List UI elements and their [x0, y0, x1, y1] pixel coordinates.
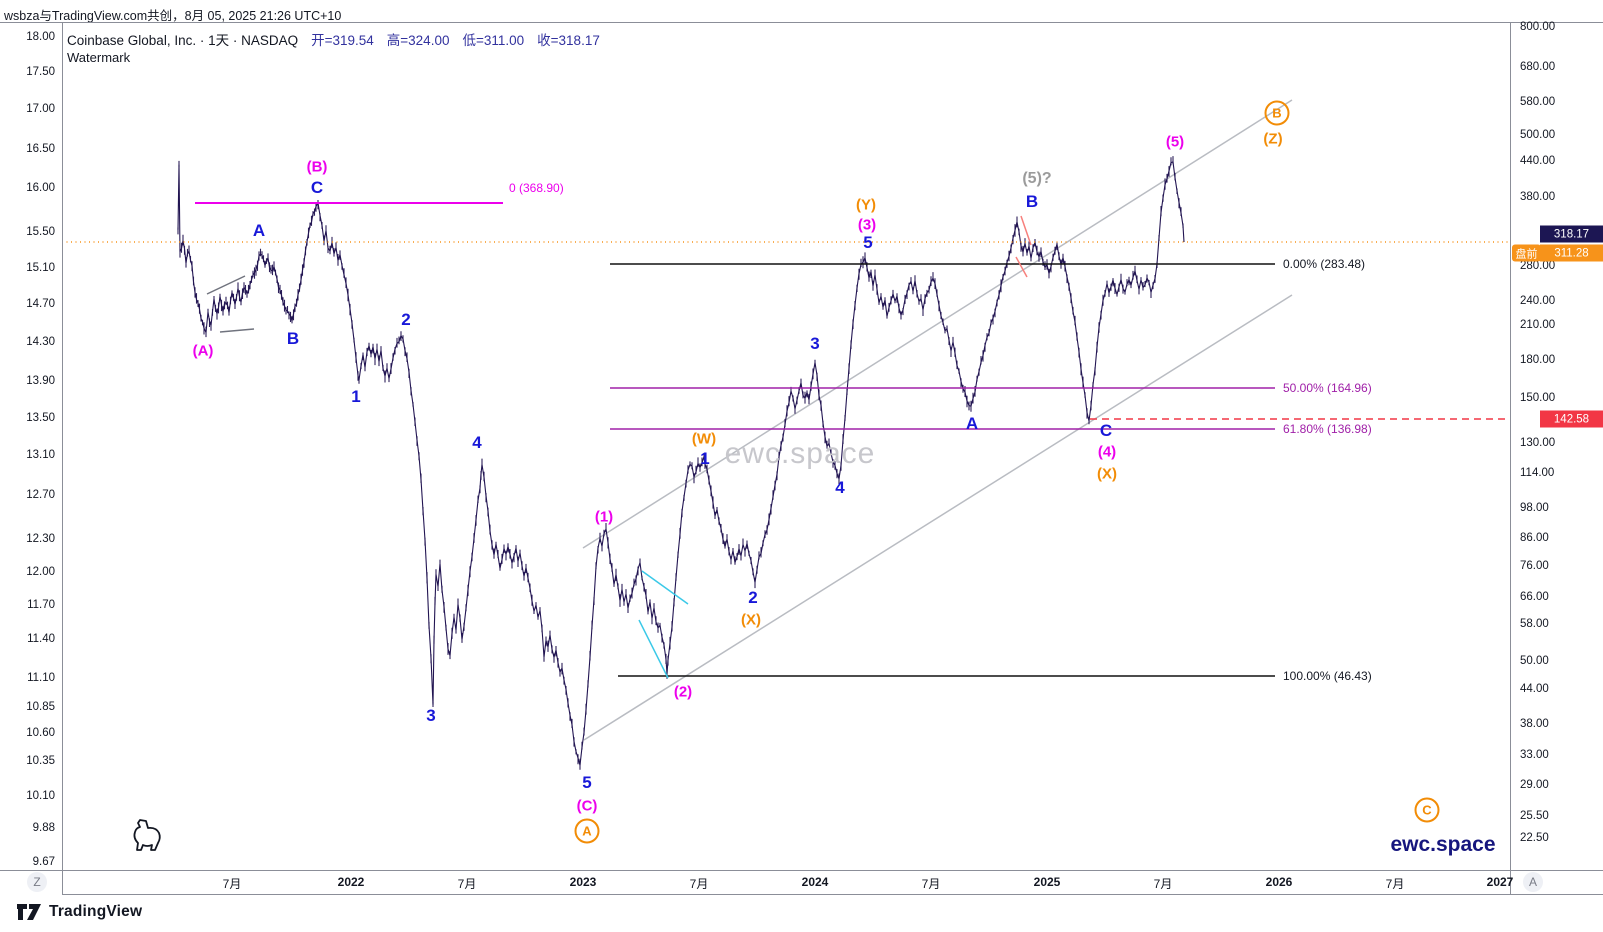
left-axis-tick: 12.70	[26, 489, 55, 501]
left-axis-tick: 18.00	[26, 31, 55, 43]
ohlc-low: 低=311.00	[462, 33, 525, 48]
left-axis-tick: 9.67	[32, 856, 55, 868]
right-axis-tick: 44.00	[1520, 683, 1549, 695]
left-axis-tick: 12.30	[26, 533, 55, 545]
right-axis-tick: 114.00	[1520, 467, 1555, 479]
trend-line[interactable]	[583, 294, 1293, 741]
right-axis-tick: 50.00	[1520, 655, 1549, 667]
time-axis-tick: 7月	[1385, 877, 1405, 891]
time-axis-tick: 7月	[921, 877, 941, 891]
chart-attribution: wsbza与TradingView.com共创，8月 05, 2025 21:2…	[4, 9, 342, 23]
right-axis-tick: 680.00	[1520, 61, 1556, 73]
left-axis-tick: 10.10	[26, 790, 55, 802]
tradingview-logo-text: TradingView	[49, 903, 143, 920]
tradingview-logo-icon	[17, 904, 41, 920]
right-price-scale[interactable]: 800.00 680.00 580.00 500.00 440.00 380.00 280.…	[1510, 21, 1603, 870]
trend-line[interactable]	[1015, 256, 1028, 278]
right-axis-tick: 76.00	[1520, 560, 1549, 572]
time-axis-tick: 2026	[1265, 875, 1293, 889]
time-axis-tick: 2023	[569, 875, 597, 889]
trend-line[interactable]	[582, 99, 1293, 549]
timezone-badge[interactable]: Z	[27, 872, 47, 892]
auto-scale-badge[interactable]: A	[1523, 872, 1543, 892]
symbol-info-bar: Coinbase Global, Inc. · 1天 · NASDAQ 开=319…	[67, 29, 600, 49]
watermark-text: Watermark	[67, 50, 131, 65]
left-axis-tick: 9.88	[32, 822, 55, 834]
left-axis-tick: 12.00	[26, 566, 55, 578]
last-price-badge: 318.17	[1540, 225, 1603, 243]
time-axis-tick: 2025	[1033, 875, 1061, 889]
right-axis-tick: 440.00	[1520, 155, 1556, 167]
right-axis-tick: 58.00	[1520, 618, 1549, 630]
trend-line[interactable]	[638, 619, 669, 679]
left-axis-tick: 14.70	[26, 298, 55, 310]
premarket-price-badge: 311.28	[1540, 244, 1603, 262]
time-axis-tick: 7月	[457, 877, 477, 891]
left-price-scale[interactable]: 18.00 17.50 17.00 16.50 16.00 15.50 15.10 14.70…	[0, 22, 62, 870]
time-axis-tick: 2022	[337, 875, 365, 889]
left-axis-tick: 11.10	[27, 672, 55, 684]
dino-cursor-icon	[133, 819, 161, 851]
right-axis-tick: 380.00	[1520, 191, 1556, 203]
premarket-tag-badge: 盘前	[1512, 244, 1541, 262]
right-axis-tick: 180.00	[1520, 354, 1556, 366]
time-axis-tick: 2024	[801, 875, 829, 889]
price-series-path[interactable]	[177, 161, 1185, 766]
ewc-space-watermark-corner: ewc.space	[1390, 833, 1496, 856]
right-axis-tick: 240.00	[1520, 295, 1556, 307]
left-axis-tick: 10.85	[26, 701, 55, 713]
right-axis-tick: 29.00	[1520, 779, 1549, 791]
price-series-bars	[177, 156, 1184, 770]
right-axis-tick: 38.00	[1520, 718, 1549, 730]
right-axis-tick: 33.00	[1520, 749, 1549, 761]
right-axis-tick: 210.00	[1520, 319, 1556, 331]
left-axis-tick: 14.30	[26, 336, 55, 348]
ohlc-close: 收=318.17	[537, 33, 600, 48]
left-axis-tick: 17.00	[26, 103, 55, 115]
left-axis-tick: 10.35	[26, 755, 55, 767]
left-axis-tick: 16.50	[26, 143, 55, 155]
time-axis-tick: 7月	[689, 877, 709, 891]
right-axis-tick: 580.00	[1520, 96, 1556, 108]
left-axis-tick: 16.00	[26, 182, 55, 194]
left-axis-tick: 13.10	[26, 449, 55, 461]
right-axis-tick: 98.00	[1520, 502, 1549, 514]
right-axis-tick: 130.00	[1520, 437, 1556, 449]
ewc-space-watermark-center: ewc.space	[724, 437, 876, 470]
right-axis-tick: 25.50	[1520, 810, 1549, 822]
symbol-title[interactable]: Coinbase Global, Inc. · 1天 · NASDAQ	[67, 33, 299, 48]
left-axis-tick: 13.90	[26, 375, 55, 387]
left-axis-tick: 15.50	[26, 226, 55, 238]
time-scale[interactable]: 7月 2022 7月 2023 7月 2024 7月 2025 7月 2026 7月 2027	[0, 870, 1603, 894]
tradingview-logo[interactable]: TradingView	[16, 902, 142, 922]
trend-line[interactable]	[641, 570, 689, 605]
right-axis-tick: 22.50	[1520, 832, 1549, 844]
time-axis-tick: 2027	[1486, 875, 1514, 889]
right-axis-tick: 280.00	[1520, 260, 1556, 272]
time-axis-tick: 7月	[1153, 877, 1173, 891]
trend-line[interactable]	[219, 328, 255, 333]
right-axis-tick: 800.00	[1520, 21, 1556, 33]
time-axis-tick: 7月	[222, 877, 242, 891]
left-axis-tick: 11.40	[27, 633, 55, 645]
left-axis-tick: 17.50	[26, 66, 55, 78]
ohlc-open: 开=319.54	[311, 33, 374, 48]
left-axis-tick: 15.10	[26, 262, 55, 274]
right-axis-tick: 66.00	[1520, 591, 1549, 603]
trend-line[interactable]	[206, 275, 246, 295]
right-axis-tick: 500.00	[1520, 129, 1556, 141]
right-axis-tick: 150.00	[1520, 392, 1556, 404]
left-axis-tick: 11.70	[27, 599, 55, 611]
alert-level-badge: 142.58	[1540, 410, 1603, 428]
left-axis-tick: 10.60	[26, 727, 55, 739]
trend-line[interactable]	[1020, 215, 1032, 246]
right-axis-tick: 86.00	[1520, 532, 1549, 544]
left-axis-tick: 13.50	[26, 412, 55, 424]
ohlc-high: 高=324.00	[386, 33, 450, 48]
